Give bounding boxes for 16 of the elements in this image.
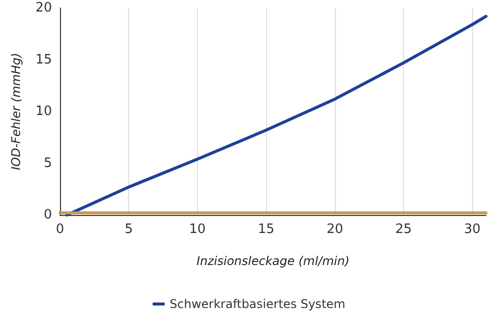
legend-label: Schwerkraftbasiertes System bbox=[170, 297, 346, 311]
y-tick-label: 5 bbox=[44, 156, 52, 171]
y-tick-label: 0 bbox=[44, 208, 52, 222]
x-tick-label: 0 bbox=[56, 222, 64, 237]
y-tick-label: 20 bbox=[35, 0, 52, 16]
x-tick-label: 20 bbox=[326, 222, 344, 237]
y-axis-title: IOD-Fehler (mmHg) bbox=[9, 52, 23, 170]
y-tick-label: 15 bbox=[35, 52, 52, 68]
x-axis-title: Inzisionsleckage (ml/min) bbox=[196, 254, 350, 268]
x-tick-label: 25 bbox=[395, 222, 412, 237]
y-tick-label: 10 bbox=[35, 104, 52, 119]
x-tick-label: 30 bbox=[464, 222, 481, 237]
x-tick-label: 15 bbox=[258, 222, 274, 237]
x-tick-label: 10 bbox=[189, 222, 206, 237]
line-series bbox=[65, 14, 488, 216]
x-tick-label: 5 bbox=[124, 222, 133, 237]
